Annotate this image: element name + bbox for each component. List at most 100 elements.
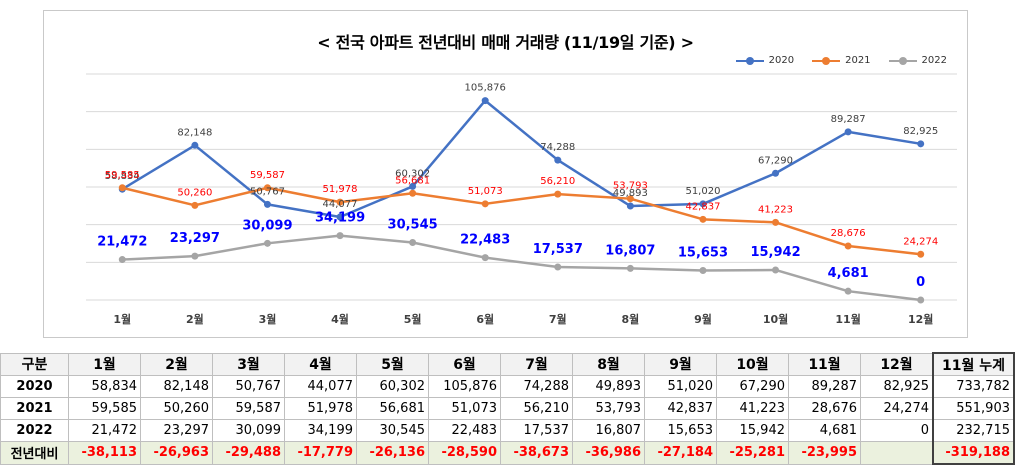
table-header-cell: 8월 [572,352,645,376]
table-cell: -38,113 [68,441,141,465]
data-point-2022 [917,296,925,304]
legend-label: 2020 [768,55,795,66]
data-label-2021: 28,676 [831,228,866,239]
data-point-2022 [191,252,199,260]
legend-swatch [888,56,917,66]
table-cell: -28,590 [428,441,501,465]
table-cell: 551,903 [932,397,1015,420]
data-label-2022: 15,653 [678,246,728,261]
table-header-cell: 3월 [212,352,285,376]
legend: 2020 2021 2022 [735,55,947,66]
table-row: 전년대비 -38,113 -26,963 -29,488 -17,779 -26,136-… [0,441,1015,465]
table-header-cell: 10월 [716,352,789,376]
table-cell: 58,834 [68,375,141,398]
table-cell: 16,807 [572,419,645,442]
legend-swatch [812,56,841,66]
data-label-2020: 82,925 [903,126,938,137]
table-cell: -29,488 [212,441,285,465]
data-point-2022 [409,238,417,246]
row-header-cell: 2021 [0,397,69,420]
data-label-2022: 4,681 [828,266,869,281]
table-cell: 30,099 [212,419,285,442]
table-cell: -17,779 [284,441,357,465]
table-header-row: 구분 1월 2월 3월 4월 5월 6월 7월 8월 9월 10월 11월 12월 11월 누계 [0,352,1015,376]
data-label-2022: 17,537 [533,242,583,257]
table-cell: 56,210 [500,397,573,420]
series-line-2020 [121,99,921,219]
table-cell: 15,653 [644,419,717,442]
data-point-2022 [626,264,634,272]
data-label-2021: 51,073 [468,186,503,197]
table-cell: 4,681 [788,419,861,442]
data-label-2021: 42,837 [685,201,720,212]
table-cell: 49,893 [572,375,645,398]
table-cell: 56,681 [356,397,429,420]
table-cell: -38,673 [500,441,573,465]
table-cell: 0 [860,419,934,442]
data-label-2022: 30,099 [242,218,292,233]
series-line-2022 [122,234,921,302]
table-header-cell: 9월 [644,352,717,376]
x-tick-label: 7월 [549,312,567,326]
table-header-cell: 12월 [860,352,934,376]
x-tick-label: 2월 [186,312,204,326]
data-point-2020 [481,97,489,105]
table-cell: 53,793 [572,397,645,420]
table-header-cell: 7월 [500,352,573,376]
data-point-2022 [699,267,707,275]
data-label-2021: 50,260 [177,187,212,198]
data-label-2022: 34,199 [315,211,365,226]
table-cell: 17,537 [500,419,573,442]
data-point-2020 [191,141,199,149]
legend-label: 2021 [845,55,871,66]
x-tick-label: 12월 [908,312,933,326]
table-header-cell: 구분 [0,352,69,376]
x-tick-label: 3월 [259,312,277,326]
table-cell: 21,472 [68,419,141,442]
data-label-2021: 59,587 [250,170,285,181]
x-tick-label: 8월 [621,312,639,326]
table-cell: 41,223 [716,397,789,420]
data-label-2021: 56,681 [395,175,430,186]
data-point-2021 [699,215,707,223]
table-cell: 60,302 [356,375,429,398]
data-point-2021 [772,218,780,226]
x-tick-label: 5월 [404,312,422,326]
table-cell: 733,782 [932,375,1015,398]
table-cell: 23,297 [140,419,213,442]
table-cell: 42,837 [644,397,717,420]
table-cell: 232,715 [932,419,1015,442]
data-point-2021 [844,242,852,250]
x-tick-label: 4월 [331,312,349,326]
row-header-cell: 전년대비 [0,441,69,465]
data-point-2020 [844,128,852,136]
chart-title: < 전국 아파트 전년대비 매매 거래량 (11/19일 기준) > [317,33,694,52]
table-cell: 15,942 [716,419,789,442]
table-cell: -26,963 [140,441,213,465]
data-label-2022: 0 [916,275,925,290]
table-cell: 50,767 [212,375,285,398]
data-point-2021 [917,250,925,258]
legend-item-2021: 2021 [812,55,871,66]
data-label-2020: 60,302 [395,168,430,179]
table-header-cell: 2월 [140,352,213,376]
data-label-2020: 82,148 [177,127,212,138]
data-point-2021 [409,189,417,197]
data-label-2021: 51,978 [323,184,358,195]
data-point-2022 [336,232,344,240]
data-point-2022 [481,254,489,262]
table-cell: 89,287 [788,375,861,398]
data-point-2022 [263,239,271,247]
data-label-2020: 67,290 [758,155,793,166]
data-label-2022: 15,942 [750,245,800,260]
table-cell: 30,545 [356,419,429,442]
table-cell: -23,995 [788,441,861,465]
table-cell: 28,676 [788,397,861,420]
row-header-cell: 2022 [0,419,69,442]
data-label-2022: 22,483 [460,233,510,248]
data-point-2020 [699,200,707,208]
table-row: 2021 59,585 50,260 59,587 51,978 56,681 51,073… [0,397,1015,420]
x-tick-label: 11월 [835,312,860,326]
table-row: 2022 21,472 23,297 30,099 34,199 30,545 22,483… [0,419,1015,442]
table-cell: 82,148 [140,375,213,398]
